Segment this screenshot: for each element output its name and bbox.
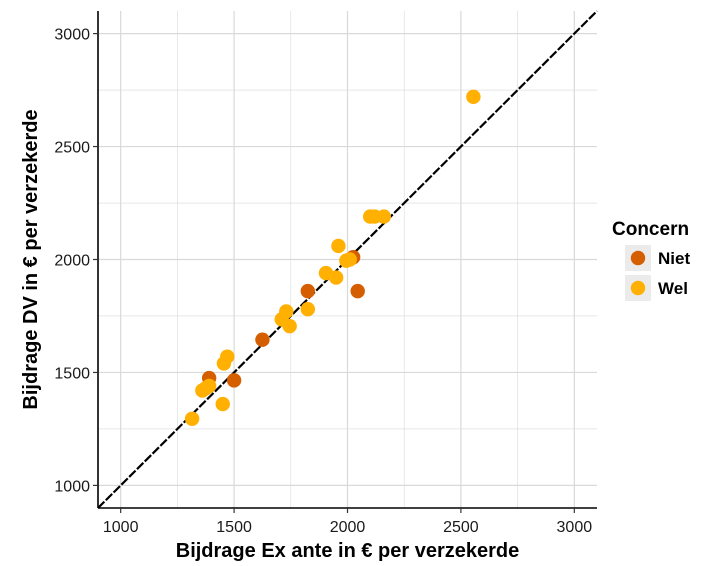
data-point-wel — [184, 411, 200, 426]
legend-key-wel — [630, 280, 646, 296]
legend-label-niet: Niet — [658, 249, 690, 268]
legend-key-niet — [630, 250, 646, 266]
data-point-wel — [201, 378, 217, 394]
x-tick-label: 1500 — [216, 519, 252, 536]
data-point-wel — [328, 270, 344, 285]
x-tick-label: 2500 — [443, 519, 479, 536]
data-point-wel — [376, 209, 391, 224]
data-point-niet — [255, 332, 270, 347]
data-point-wel — [215, 396, 230, 412]
data-point-wel — [342, 252, 357, 267]
legend-label-wel: Wel — [658, 279, 688, 298]
x-tick-label: 1000 — [103, 519, 139, 536]
legend-items: Niet Wel — [625, 245, 690, 301]
y-tick-label: 2000 — [54, 253, 90, 270]
data-point-niet — [300, 283, 316, 299]
data-point-wel — [282, 318, 297, 334]
y-tick-label: 1500 — [54, 365, 90, 382]
x-ticks: 1000 1500 2000 2500 3000 — [103, 508, 592, 536]
data-point-wel — [279, 304, 294, 319]
x-tick-label: 2000 — [330, 519, 366, 536]
legend-title: Concern — [612, 219, 689, 240]
data-point-niet — [226, 373, 242, 388]
grid — [98, 11, 597, 508]
data-point-niet — [350, 283, 365, 299]
x-tick-label: 3000 — [557, 519, 593, 536]
data-point-wel — [300, 302, 316, 317]
y-tick-label: 3000 — [54, 27, 90, 44]
y-tick-label: 1000 — [54, 478, 90, 495]
y-ticks: 1000 1500 2000 2500 3000 — [54, 27, 98, 495]
x-axis-title: Bijdrage Ex ante in € per verzekerde — [176, 540, 520, 562]
legend: Concern Niet Wel — [612, 219, 690, 301]
y-axis-title: Bijdrage DV in € per verzekerde — [20, 109, 42, 409]
data-points — [184, 89, 481, 426]
data-point-wel — [466, 89, 481, 105]
y-tick-label: 2500 — [54, 140, 90, 157]
data-point-wel — [331, 238, 346, 254]
data-point-wel — [220, 349, 235, 364]
